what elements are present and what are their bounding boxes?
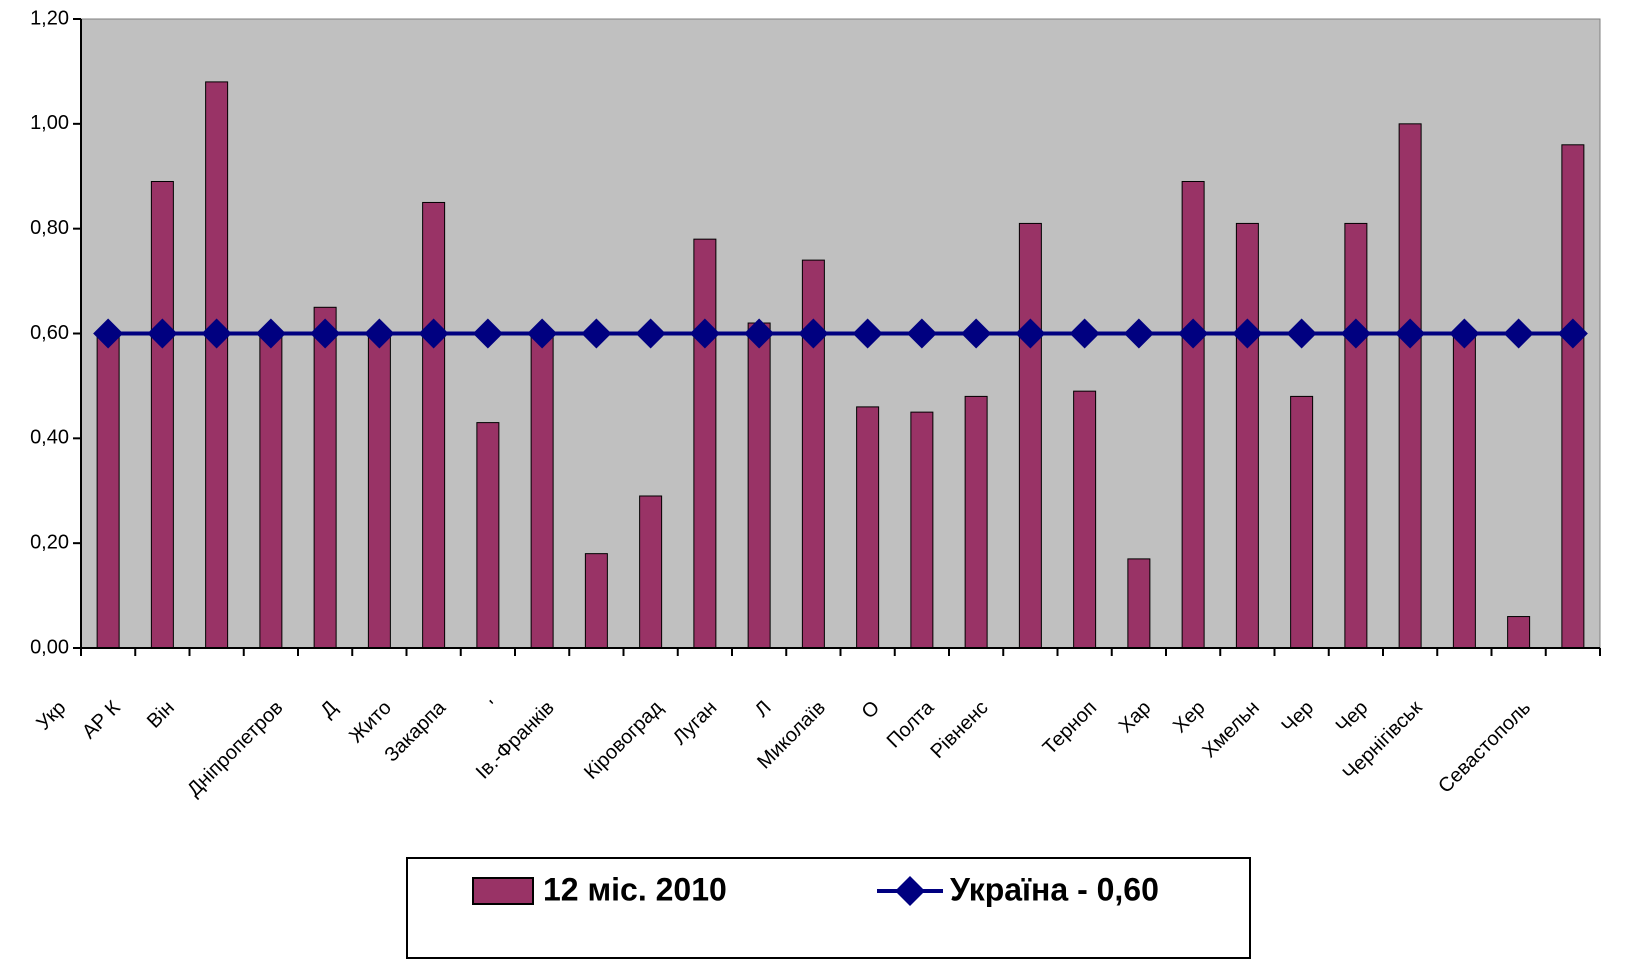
x-tick-label: Терноп	[1039, 697, 1101, 759]
marker	[1015, 318, 1046, 349]
bar	[856, 406, 880, 649]
x-tick-label: Жито	[345, 697, 396, 748]
x-tick-label: Д	[317, 696, 342, 721]
x-tick-label: Луган	[669, 697, 722, 750]
bar	[422, 201, 446, 649]
x-tick-label: Укр	[32, 697, 70, 735]
bar	[639, 495, 663, 649]
y-tick-label: 0,00	[30, 636, 69, 658]
bar	[801, 259, 825, 649]
bar	[1507, 616, 1531, 649]
bar	[476, 422, 500, 649]
y-tick-label: 0,80	[30, 217, 69, 239]
x-tick-label: Севастополь	[1434, 697, 1535, 798]
x-tick-label: Чер	[1332, 697, 1373, 738]
marker	[689, 318, 720, 349]
x-tick-label: Хар	[1115, 697, 1156, 738]
x-tick-label: Закарпа	[380, 696, 450, 766]
y-tick-label: 0,40	[30, 427, 69, 449]
marker	[1340, 318, 1371, 349]
marker	[798, 318, 829, 349]
bar	[584, 553, 608, 649]
legend-label: 12 міс. 2010	[543, 871, 727, 907]
bar	[205, 81, 229, 649]
marker	[310, 318, 341, 349]
x-tick-label: О	[858, 697, 885, 724]
bar	[1398, 123, 1422, 649]
x-tick-label: Л	[751, 697, 776, 722]
bar	[150, 180, 174, 649]
x-tick-label: Дніпропетров	[183, 697, 287, 801]
bar	[1181, 180, 1205, 649]
bar	[1073, 390, 1097, 649]
y-tick-label: 0,20	[30, 531, 69, 553]
marker	[1286, 318, 1317, 349]
marker	[1395, 318, 1426, 349]
marker	[906, 318, 937, 349]
x-tick-label: Хер	[1169, 697, 1210, 738]
marker	[1178, 318, 1209, 349]
x-tick-label: АР К	[78, 696, 125, 743]
legend-box	[406, 857, 1251, 959]
x-tick-label: Хмельн	[1198, 697, 1264, 763]
marker	[147, 318, 178, 349]
x-tick-label: Він	[143, 697, 179, 733]
bar	[96, 333, 120, 649]
marker	[1557, 318, 1588, 349]
bar	[910, 411, 934, 649]
legend-label: Україна - 0,60	[950, 871, 1159, 907]
bar	[530, 333, 554, 649]
bar	[259, 333, 283, 649]
legend-swatch	[472, 877, 534, 905]
bar	[1561, 144, 1585, 649]
marker	[635, 318, 666, 349]
y-tick-label: 1,20	[30, 7, 69, 29]
marker	[1449, 318, 1480, 349]
bar	[1018, 222, 1042, 649]
x-tick-label: '	[486, 697, 504, 715]
bar	[964, 395, 988, 649]
x-tick-label: Рівненс	[926, 697, 992, 763]
marker	[527, 318, 558, 349]
marker	[1232, 318, 1263, 349]
y-tick-label: 1,00	[30, 112, 69, 134]
marker	[581, 318, 612, 349]
marker	[201, 318, 232, 349]
bar	[1452, 333, 1476, 649]
marker	[1069, 318, 1100, 349]
bar	[1290, 395, 1314, 649]
bar	[747, 322, 771, 649]
marker	[472, 318, 503, 349]
bar	[1344, 222, 1368, 649]
marker	[364, 318, 395, 349]
bar	[1127, 558, 1151, 649]
bar	[693, 238, 717, 649]
bar	[1235, 222, 1259, 649]
x-tick-label: Кіровоград	[580, 696, 667, 783]
marker	[255, 318, 286, 349]
marker	[93, 318, 124, 349]
bar	[313, 306, 337, 649]
marker	[852, 318, 883, 349]
marker	[1503, 318, 1534, 349]
x-tick-label: Ів.-Франків	[472, 697, 559, 784]
bar	[367, 333, 391, 649]
marker	[744, 318, 775, 349]
x-tick-label: Чер	[1277, 697, 1318, 738]
marker	[1123, 318, 1154, 349]
y-tick-label: 0,60	[30, 322, 69, 344]
marker	[961, 318, 992, 349]
legend-marker	[895, 876, 925, 906]
marker	[418, 318, 449, 349]
